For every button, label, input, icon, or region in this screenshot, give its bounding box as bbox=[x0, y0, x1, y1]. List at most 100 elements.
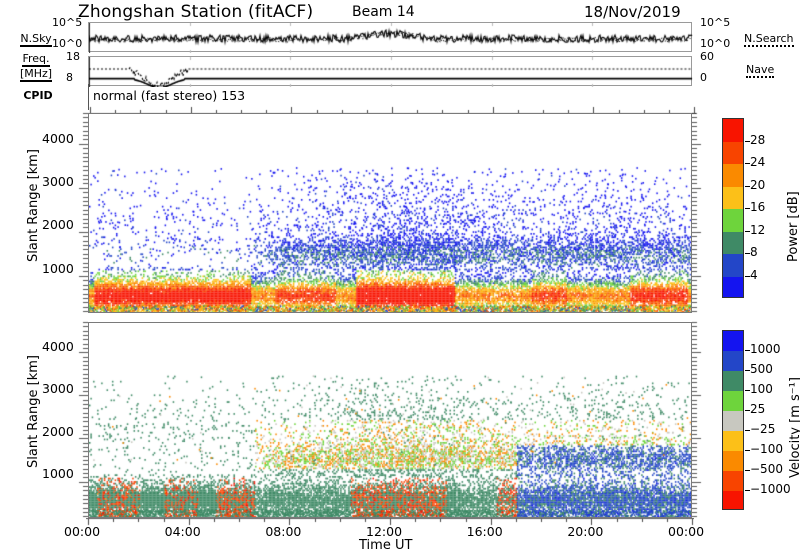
cpid-value: normal (fast stereo) 153 bbox=[93, 88, 246, 103]
power-ytick-1000: 1000 bbox=[42, 261, 74, 276]
velocity-colorbar-title: Velocity [m s⁻¹] bbox=[788, 377, 800, 478]
colorbar-tick bbox=[745, 230, 750, 232]
velocity-left-ticks bbox=[78, 321, 88, 519]
cpid-label: CPID bbox=[23, 89, 53, 102]
power-right-ticks bbox=[692, 112, 702, 314]
freq-ytick-top: 18 bbox=[66, 50, 80, 63]
page-title: Zhongshan Station (fitACF) bbox=[78, 2, 314, 22]
nave-right-label: Nave bbox=[746, 63, 775, 78]
colorbar-band bbox=[723, 351, 743, 371]
colorbar-tick bbox=[745, 450, 750, 451]
velocity-ytick-2000: 2000 bbox=[42, 424, 74, 439]
colorbar-tick-label: 100 bbox=[750, 382, 773, 396]
colorbar-tick bbox=[745, 208, 750, 209]
date-label: 18/Nov/2019 bbox=[584, 3, 681, 21]
cpid-axis-ticks bbox=[88, 106, 696, 114]
power-ytick-2000: 2000 bbox=[42, 217, 74, 232]
colorbar-band bbox=[723, 471, 743, 491]
x-tick-label: 04:00 bbox=[164, 524, 201, 539]
velocity-colorbar bbox=[722, 330, 744, 510]
nave-ytick-bottom: 0 bbox=[700, 71, 707, 84]
colorbar-band bbox=[723, 231, 743, 254]
colorbar-band bbox=[723, 331, 743, 351]
nsky-panel bbox=[88, 22, 693, 53]
freq-left-label-line2: [MHz] bbox=[19, 67, 53, 82]
nsearch-ytick-top: 10^5 bbox=[700, 16, 731, 29]
colorbar-tick-label: 8 bbox=[750, 245, 758, 259]
cpid-left-rule bbox=[88, 84, 89, 110]
velocity-ytick-1000: 1000 bbox=[42, 466, 74, 481]
nsky-left-label: N.Sky bbox=[8, 32, 64, 47]
colorbar-tick bbox=[745, 140, 750, 142]
colorbar-tick bbox=[745, 370, 750, 371]
nsearch-ytick-bottom: 10^0 bbox=[700, 37, 731, 50]
x-axis-ticks bbox=[86, 518, 694, 527]
velocity-ytick-3000: 3000 bbox=[42, 381, 74, 396]
nsky-ytick-bottom: 10^0 bbox=[52, 37, 83, 50]
colorbar-tick-label: 24 bbox=[750, 155, 766, 169]
power-ytick-3000: 3000 bbox=[42, 174, 74, 189]
freq-panel bbox=[88, 56, 693, 87]
colorbar-band bbox=[723, 276, 743, 297]
velocity-y-axis-title: Slant Range [km] bbox=[26, 355, 41, 468]
colorbar-band bbox=[723, 164, 743, 187]
colorbar-tick bbox=[745, 350, 750, 351]
velocity-panel bbox=[88, 322, 692, 518]
colorbar-tick bbox=[745, 410, 750, 411]
velocity-right-ticks bbox=[692, 321, 702, 519]
colorbar-band bbox=[723, 141, 743, 164]
colorbar-band bbox=[723, 491, 743, 509]
x-tick-label: 12:00 bbox=[366, 524, 403, 539]
nsky-left-label-text: N.Sky bbox=[20, 32, 52, 47]
colorbar-tick-label: 500 bbox=[750, 362, 773, 376]
colorbar-tick-label: −500 bbox=[750, 462, 783, 476]
x-tick-label: 08:00 bbox=[265, 524, 302, 539]
nsearch-right-label: N.Search bbox=[744, 32, 794, 47]
colorbar-band bbox=[723, 371, 743, 391]
colorbar-tick bbox=[745, 275, 750, 277]
colorbar-tick-label: −1000 bbox=[750, 482, 791, 496]
power-ytick-4000: 4000 bbox=[42, 131, 74, 146]
x-tick-label: 00:00 bbox=[668, 524, 705, 539]
colorbar-tick-label: 28 bbox=[750, 132, 766, 147]
power-y-axis-title: Slant Range [km] bbox=[26, 149, 41, 262]
colorbar-band bbox=[723, 391, 743, 411]
colorbar-tick bbox=[745, 253, 750, 254]
colorbar-tick-label: 20 bbox=[750, 177, 766, 192]
colorbar-tick-label: 16 bbox=[750, 200, 766, 214]
x-tick-label: 20:00 bbox=[567, 524, 604, 539]
colorbar-tick bbox=[745, 163, 750, 164]
colorbar-tick bbox=[745, 390, 750, 391]
freq-left-label: Freq. [MHz] bbox=[4, 52, 68, 82]
colorbar-tick bbox=[745, 430, 750, 431]
colorbar-band bbox=[723, 209, 743, 232]
power-panel bbox=[88, 113, 692, 313]
nsearch-right-label-text: N.Search bbox=[744, 32, 794, 47]
colorbar-tick-label: 4 bbox=[750, 267, 758, 282]
x-tick-label: 16:00 bbox=[466, 524, 503, 539]
colorbar-tick bbox=[745, 185, 750, 187]
power-colorbar bbox=[722, 118, 744, 298]
beam-label: Beam 14 bbox=[352, 4, 415, 20]
nsky-ytick-top: 10^5 bbox=[52, 16, 83, 29]
colorbar-tick bbox=[745, 470, 750, 471]
colorbar-tick-label: 1000 bbox=[750, 342, 781, 356]
x-axis-title: Time UT bbox=[359, 538, 413, 553]
colorbar-band bbox=[723, 254, 743, 277]
colorbar-band bbox=[723, 119, 743, 142]
colorbar-tick-label: 12 bbox=[750, 222, 766, 237]
power-colorbar-title: Power [dB] bbox=[786, 191, 800, 262]
colorbar-band bbox=[723, 431, 743, 451]
velocity-ytick-4000: 4000 bbox=[42, 339, 74, 354]
colorbar-tick-label: 25 bbox=[750, 402, 766, 416]
colorbar-tick-label: −25 bbox=[750, 422, 776, 436]
colorbar-band bbox=[723, 451, 743, 471]
freq-left-label-line1: Freq. bbox=[22, 52, 50, 67]
colorbar-band bbox=[723, 411, 743, 431]
nave-ytick-top: 60 bbox=[700, 50, 714, 63]
x-tick-label: 00:00 bbox=[64, 524, 101, 539]
nave-right-label-text: Nave bbox=[746, 63, 775, 78]
colorbar-band bbox=[723, 186, 743, 209]
colorbar-tick bbox=[745, 490, 750, 491]
freq-ytick-bottom: 8 bbox=[66, 71, 73, 84]
